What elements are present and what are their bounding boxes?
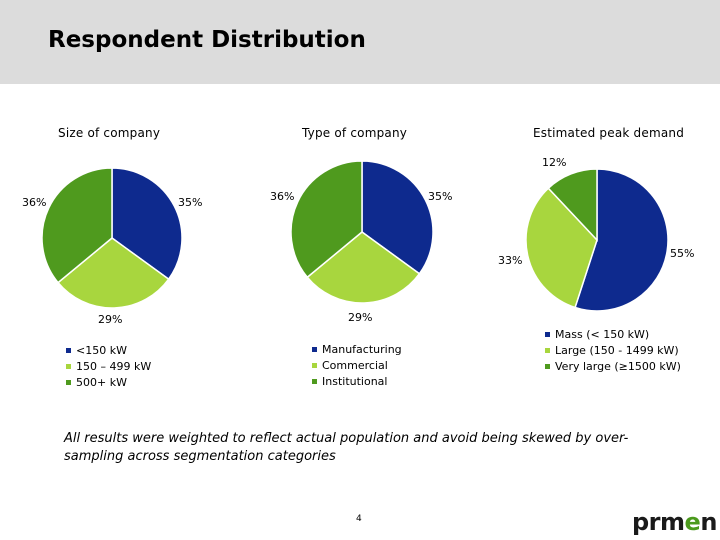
pie-label-demand-1: 33% [498,254,523,267]
pie-label-type-0: 35% [428,190,453,203]
legend-swatch [545,363,550,369]
pie-label-size-0: 35% [178,196,203,209]
chart-title-demand: Estimated peak demand [533,126,685,140]
legend-item: Manufacturing [312,341,402,357]
legend-swatch [66,347,71,353]
legend-label: Institutional [322,374,388,388]
logo-text-e: e [684,508,701,536]
legend-item: Commercial [312,357,402,373]
legend-swatch [545,347,550,353]
legend-swatch [545,331,550,337]
chart-title-type: Type of company [302,126,408,140]
pie-slice-demand-1 [525,187,598,309]
legend-swatch [312,378,317,384]
pie-label-demand-2: 12% [542,156,567,169]
pie-label-type-2: 36% [270,190,295,203]
pie-slice-type-0 [361,160,434,275]
legend-label: 150 – 499 kW [76,359,152,373]
legend-demand: Mass (< 150 kW) Large (150 - 1499 kW) Ve… [545,326,681,374]
pie-slice-size-2 [41,167,113,284]
pie-slice-type-1 [306,231,421,304]
legend-label: Manufacturing [322,342,402,356]
legend-type: Manufacturing Commercial Institutional [312,341,402,389]
legend-item: 500+ kW [66,374,151,390]
legend-swatch [312,346,317,352]
footnote: All results were weighted to reflect act… [64,431,629,464]
pie-label-demand-0: 55% [670,247,695,260]
prmen-logo: prmen [632,508,717,536]
legend-swatch [312,362,317,368]
legend-item: Very large (≥1500 kW) [545,358,681,374]
chart-title-size: Size of company [58,126,161,140]
legend-size: <150 kW 150 – 499 kW 500+ kW [66,342,151,390]
pie-slice-size-1 [57,237,170,309]
legend-swatch [66,379,71,385]
pie-slice-size-0 [111,167,183,281]
legend-label: Commercial [322,358,388,372]
pie-label-size-2: 36% [22,196,47,209]
page-title: Respondent Distribution [48,27,366,53]
pie-slice-type-2 [290,160,363,279]
legend-label: Very large (≥1500 kW) [555,359,681,373]
legend-item: Institutional [312,373,402,389]
logo-text-prm: prm [632,508,685,536]
logo-text-n: n [700,508,717,536]
legend-label: <150 kW [76,343,127,357]
legend-label: Large (150 - 1499 kW) [555,343,679,357]
pie-label-type-1: 29% [348,311,373,324]
legend-item: Mass (< 150 kW) [545,326,681,342]
pie-label-size-1: 29% [98,313,123,326]
legend-swatch [66,363,71,369]
pie-slice-demand-0 [574,168,669,312]
page-number: 4 [356,514,362,524]
legend-item: Large (150 - 1499 kW) [545,342,681,358]
legend-item: <150 kW [66,342,151,358]
pie-slice-demand-2 [547,168,598,242]
header-band [0,0,720,84]
legend-item: 150 – 499 kW [66,358,151,374]
legend-label: 500+ kW [76,375,127,389]
legend-label: Mass (< 150 kW) [555,327,650,341]
